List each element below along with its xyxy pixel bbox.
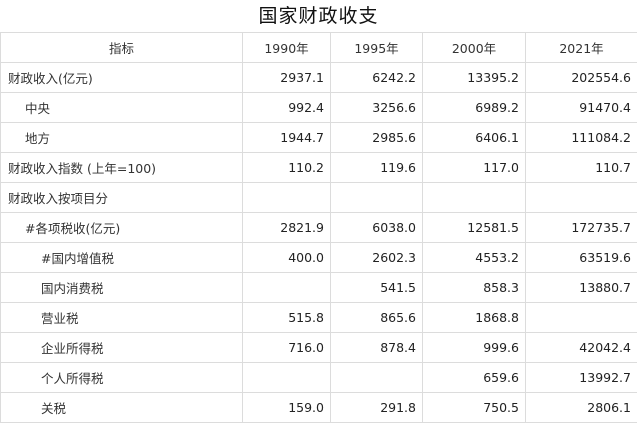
value-cell: 110.7 [525,152,637,183]
value-cell: 172735.7 [525,212,637,243]
value-cell: 6406.1 [422,122,526,153]
value-cell [525,302,637,333]
column-header-year[interactable]: 1995年 [330,32,423,63]
table-row[interactable]: 关税 159.0 291.8 750.5 2806.1 [0,392,637,423]
value-cell: 541.5 [330,272,423,303]
fiscal-revenue-table: 指标 1990年 1995年 2000年 2021年 财政收入(亿元) 2937.… [0,32,637,423]
value-cell [422,182,526,213]
value-cell: 2985.6 [330,122,423,153]
column-header-year[interactable]: 2000年 [422,32,526,63]
column-header-year[interactable]: 1990年 [242,32,331,63]
value-cell: 117.0 [422,152,526,183]
value-cell: 750.5 [422,392,526,423]
value-cell: 2602.3 [330,242,423,273]
value-cell [242,182,331,213]
value-cell [242,362,331,393]
value-cell: 6038.0 [330,212,423,243]
value-cell: 858.3 [422,272,526,303]
value-cell: 1868.8 [422,302,526,333]
page-title: 国家财政收支 [258,5,379,27]
value-cell: 878.4 [330,332,423,363]
table-row[interactable]: 地方 1944.7 2985.6 6406.1 111084.2 [0,122,637,153]
value-cell: 159.0 [242,392,331,423]
value-cell: 716.0 [242,332,331,363]
value-cell: 91470.4 [525,92,637,123]
row-label: 企业所得税 [0,332,243,363]
row-label: 中央 [0,92,243,123]
value-cell: 42042.4 [525,332,637,363]
row-label: #国内增值税 [0,242,243,273]
row-label: 关税 [0,392,243,423]
table-body: 财政收入(亿元) 2937.1 6242.2 13395.2 202554.6 中央 992… [0,62,637,423]
row-label: 财政收入按项目分 [0,182,243,213]
table-row[interactable]: 财政收入按项目分 [0,182,637,213]
column-header-indicator[interactable]: 指标 [0,32,243,63]
value-cell [330,362,423,393]
row-label: 地方 [0,122,243,153]
value-cell: 659.6 [422,362,526,393]
table-row[interactable]: #国内增值税 400.0 2602.3 4553.2 63519.6 [0,242,637,273]
value-cell: 6989.2 [422,92,526,123]
value-cell: 13395.2 [422,62,526,93]
table-header: 指标 1990年 1995年 2000年 2021年 [0,32,637,63]
row-label: 国内消费税 [0,272,243,303]
row-label: 个人所得税 [0,362,243,393]
table-row[interactable]: 国内消费税 541.5 858.3 13880.7 [0,272,637,303]
value-cell: 4553.2 [422,242,526,273]
row-label: 营业税 [0,302,243,333]
row-label: 财政收入指数 (上年=100) [0,152,243,183]
value-cell: 865.6 [330,302,423,333]
value-cell: 999.6 [422,332,526,363]
value-cell [330,182,423,213]
row-label: 财政收入(亿元) [0,62,243,93]
value-cell: 2821.9 [242,212,331,243]
table-row[interactable]: #各项税收(亿元) 2821.9 6038.0 12581.5 172735.7 [0,212,637,243]
value-cell: 6242.2 [330,62,423,93]
table-row[interactable]: 中央 992.4 3256.6 6989.2 91470.4 [0,92,637,123]
value-cell: 111084.2 [525,122,637,153]
value-cell: 3256.6 [330,92,423,123]
value-cell: 2806.1 [525,392,637,423]
value-cell: 63519.6 [525,242,637,273]
value-cell: 202554.6 [525,62,637,93]
value-cell: 2937.1 [242,62,331,93]
value-cell: 13880.7 [525,272,637,303]
table-row[interactable]: 营业税 515.8 865.6 1868.8 [0,302,637,333]
value-cell: 119.6 [330,152,423,183]
value-cell: 992.4 [242,92,331,123]
header-row: 指标 1990年 1995年 2000年 2021年 [0,32,637,63]
value-cell [525,182,637,213]
row-label: #各项税收(亿元) [0,212,243,243]
table-row[interactable]: 个人所得税 659.6 13992.7 [0,362,637,393]
value-cell: 291.8 [330,392,423,423]
value-cell: 12581.5 [422,212,526,243]
value-cell: 1944.7 [242,122,331,153]
table-row[interactable]: 财政收入指数 (上年=100) 110.2 119.6 117.0 110.7 [0,152,637,183]
value-cell: 110.2 [242,152,331,183]
value-cell [242,272,331,303]
value-cell: 515.8 [242,302,331,333]
column-header-year[interactable]: 2021年 [525,32,637,63]
table-row[interactable]: 财政收入(亿元) 2937.1 6242.2 13395.2 202554.6 [0,62,637,93]
table-row[interactable]: 企业所得税 716.0 878.4 999.6 42042.4 [0,332,637,363]
value-cell: 13992.7 [525,362,637,393]
value-cell: 400.0 [242,242,331,273]
